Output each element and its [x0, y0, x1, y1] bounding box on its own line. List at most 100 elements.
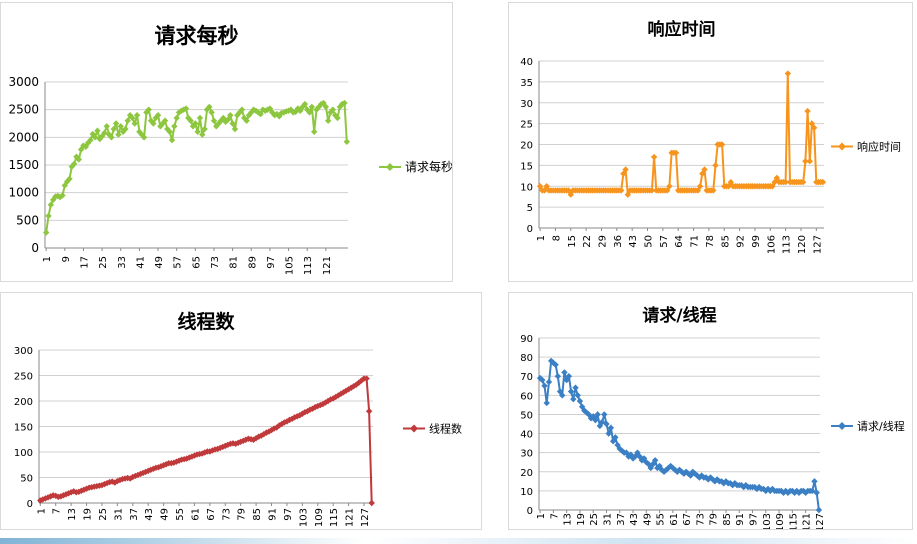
- data-point: [182, 105, 190, 112]
- data-point: [782, 487, 789, 495]
- data-point: [710, 187, 717, 194]
- data-point: [57, 493, 65, 500]
- data-point: [75, 156, 82, 163]
- chart-panel-requests-per-thread: 请求/线程 0 10 20 30 40 50 60 70 80 90 1 7 13 19 25 31 37 43 49…: [508, 292, 913, 530]
- y-tick-label: 70: [520, 372, 533, 383]
- x-tick-label: 65: [191, 256, 202, 269]
- data-point: [815, 506, 823, 514]
- x-tick-label: 79: [709, 513, 720, 526]
- legend-label: 请求/线程: [857, 419, 905, 433]
- data-point: [154, 112, 162, 119]
- x-tick-label: 99: [751, 235, 762, 248]
- data-point: [157, 123, 164, 130]
- y-tick-label: 5: [527, 203, 533, 214]
- data-point: [306, 109, 313, 116]
- y-tick-label: 60: [520, 391, 533, 402]
- data-point: [280, 109, 288, 116]
- data-point: [47, 201, 55, 209]
- y-tick-label: 15: [520, 161, 533, 172]
- x-tick-label: 13: [563, 513, 574, 526]
- x-tick-label: 67: [682, 513, 693, 526]
- legend-label: 响应时间: [857, 140, 901, 154]
- x-tick-label: 113: [782, 235, 793, 254]
- data-point: [365, 408, 373, 415]
- data-point: [308, 103, 316, 111]
- data-point: [603, 420, 610, 428]
- data-point: [161, 117, 169, 124]
- data-point: [760, 485, 767, 493]
- data-point: [545, 378, 553, 386]
- x-tick-label: 73: [210, 256, 221, 269]
- data-point: [59, 192, 66, 199]
- data-point: [110, 125, 117, 133]
- data-point: [196, 114, 204, 122]
- data-point: [552, 361, 559, 368]
- x-tick-label: 43: [144, 508, 155, 521]
- data-point: [258, 432, 265, 439]
- x-tick-label: 57: [659, 235, 670, 248]
- y-tick-label: 2500: [8, 103, 39, 117]
- x-tick-label: 85: [252, 508, 263, 521]
- x-tick-label: 121: [802, 513, 813, 529]
- data-point: [324, 397, 332, 405]
- data-point: [618, 187, 625, 194]
- data-point: [162, 461, 170, 468]
- chart-panel-response-time: 响应时间 0 5 10 15 20 25 30 35 40 1 8 15 22 29 36 43 50 57 64 71…: [508, 2, 913, 282]
- x-tick-label: 19: [83, 508, 94, 521]
- x-tick-label: 9: [61, 256, 72, 262]
- y-tick-label: 80: [520, 353, 533, 364]
- data-point: [572, 384, 579, 391]
- data-point: [231, 125, 239, 133]
- data-point: [236, 109, 243, 116]
- data-point: [804, 107, 811, 115]
- data-point: [581, 407, 588, 414]
- x-tick-label: 127: [815, 513, 826, 529]
- x-tick-label: 37: [616, 513, 627, 526]
- data-point: [101, 480, 108, 488]
- y-tick-label: 1500: [8, 158, 39, 172]
- x-tick-label: 49: [154, 256, 165, 269]
- chart-panel-requests-per-second: 请求每秒 0 500 1000 1500 2000 2500 3000 1 9 17 25 33 41 49…: [0, 2, 453, 282]
- x-tick-label: 37: [129, 508, 140, 521]
- y-tick-label: 0: [27, 499, 33, 510]
- y-tick-label: 50: [20, 474, 33, 485]
- x-tick-label: 57: [173, 256, 184, 269]
- data-point: [194, 128, 201, 135]
- x-tick-label: 49: [642, 513, 653, 526]
- y-tick-label: 100: [14, 448, 33, 459]
- x-tick-label: 127: [360, 508, 371, 527]
- y-tick-label: 250: [14, 372, 33, 383]
- x-tick-label: 73: [221, 508, 232, 521]
- data-point: [574, 392, 581, 399]
- data-point: [324, 117, 332, 124]
- y-tick-label: 1000: [8, 186, 39, 200]
- data-point: [311, 128, 318, 135]
- chart-response-time: 响应时间 0 5 10 15 20 25 30 35 40 1 8 15 22 29 36 43 50 57 64 71…: [520, 19, 901, 254]
- y-tick-label: 35: [520, 78, 533, 89]
- x-tick-label: 1: [536, 513, 547, 519]
- x-tick-label: 89: [247, 256, 258, 269]
- y-tick-label: 20: [520, 141, 533, 152]
- data-point: [147, 466, 154, 474]
- data-point: [727, 480, 734, 487]
- chart-title: 响应时间: [648, 19, 716, 40]
- data-point: [331, 112, 339, 119]
- data-point: [115, 131, 122, 138]
- y-tick-label: 10: [520, 182, 533, 193]
- legend-marker: [410, 424, 418, 433]
- x-tick-label: 33: [117, 256, 128, 269]
- chart-title: 线程数: [177, 310, 235, 333]
- x-tick-label: 1: [536, 235, 547, 241]
- y-tick-label: 3000: [8, 75, 39, 89]
- data-point: [561, 369, 568, 376]
- data-point: [769, 183, 776, 190]
- y-tick-label: 30: [520, 449, 533, 460]
- x-tick-label: 97: [749, 513, 760, 526]
- x-tick-label: 49: [160, 508, 171, 521]
- data-point: [143, 109, 150, 116]
- data-point: [301, 100, 309, 108]
- y-tick-label: 300: [14, 346, 33, 357]
- x-tick-label: 1: [42, 256, 53, 262]
- data-point: [47, 493, 54, 500]
- data-point: [108, 134, 115, 141]
